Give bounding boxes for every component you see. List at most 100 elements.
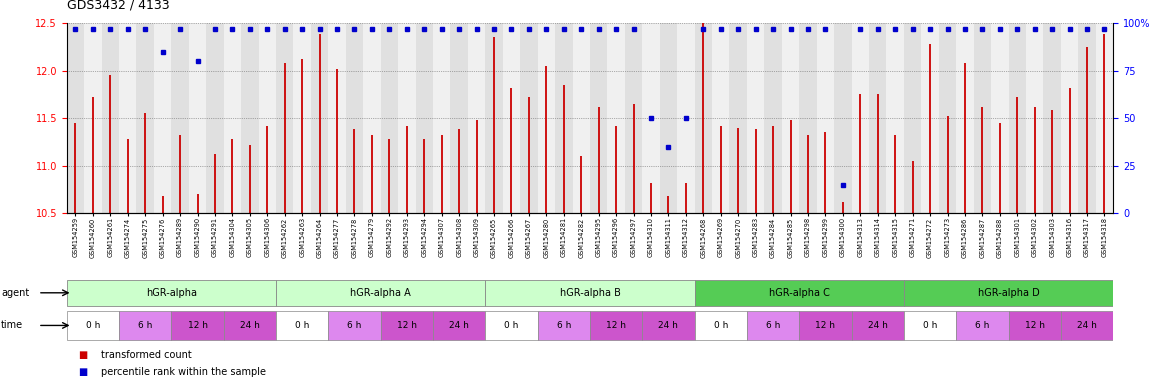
Text: 24 h: 24 h (240, 321, 260, 330)
Bar (799, 23, 816, 213)
Text: hGR-alpha D: hGR-alpha D (978, 288, 1040, 298)
Bar (381, 311, 432, 340)
Bar (748, 23, 765, 213)
Bar (293, 23, 310, 213)
Bar (223, 23, 241, 213)
Bar (276, 280, 485, 306)
Bar (1009, 311, 1060, 340)
Bar (904, 311, 957, 340)
Text: 6 h: 6 h (766, 321, 781, 330)
Bar (242, 23, 259, 213)
Bar (120, 23, 137, 213)
Bar (503, 23, 520, 213)
Text: 6 h: 6 h (975, 321, 989, 330)
Text: ■: ■ (78, 350, 87, 360)
Bar (84, 23, 101, 213)
Bar (381, 23, 398, 213)
Text: 12 h: 12 h (397, 321, 416, 330)
Bar (101, 23, 120, 213)
Text: hGR-alpha C: hGR-alpha C (769, 288, 829, 298)
Text: 0 h: 0 h (922, 321, 937, 330)
Bar (120, 311, 171, 340)
Bar (957, 311, 1009, 340)
Bar (276, 311, 329, 340)
Bar (573, 23, 590, 213)
Text: time: time (1, 320, 23, 331)
Text: 0 h: 0 h (504, 321, 519, 330)
Bar (748, 311, 799, 340)
Bar (346, 23, 363, 213)
Bar (206, 23, 223, 213)
Text: 24 h: 24 h (868, 321, 888, 330)
Text: hGR-alpha B: hGR-alpha B (560, 288, 620, 298)
Bar (991, 23, 1009, 213)
Bar (67, 280, 276, 306)
Bar (189, 23, 206, 213)
Bar (660, 23, 677, 213)
Bar (67, 23, 84, 213)
Bar (1060, 311, 1113, 340)
Bar (904, 280, 1113, 306)
Bar (154, 23, 171, 213)
Bar (415, 23, 434, 213)
Bar (1043, 23, 1060, 213)
Bar (904, 23, 921, 213)
Bar (1026, 23, 1043, 213)
Bar (695, 311, 748, 340)
Bar (432, 311, 485, 340)
Bar (765, 23, 782, 213)
Bar (520, 23, 538, 213)
Bar (363, 23, 381, 213)
Bar (851, 311, 904, 340)
Text: 24 h: 24 h (659, 321, 678, 330)
Bar (712, 23, 729, 213)
Bar (1096, 23, 1113, 213)
Bar (643, 311, 695, 340)
Text: 12 h: 12 h (606, 321, 626, 330)
Text: GDS3432 / 4133: GDS3432 / 4133 (67, 0, 169, 12)
Bar (782, 23, 799, 213)
Text: agent: agent (1, 288, 30, 298)
Text: transformed count: transformed count (101, 350, 192, 360)
Bar (485, 23, 503, 213)
Bar (590, 23, 607, 213)
Bar (1009, 23, 1026, 213)
Text: 0 h: 0 h (713, 321, 728, 330)
Bar (310, 23, 329, 213)
Bar (729, 23, 748, 213)
Bar (1060, 23, 1079, 213)
Text: 0 h: 0 h (86, 321, 100, 330)
Bar (1079, 23, 1096, 213)
Bar (695, 23, 712, 213)
Bar (67, 311, 120, 340)
Bar (816, 23, 834, 213)
Bar (921, 23, 938, 213)
Text: 24 h: 24 h (450, 321, 469, 330)
Text: 6 h: 6 h (138, 321, 152, 330)
Text: ■: ■ (78, 367, 87, 377)
Bar (137, 23, 154, 213)
Bar (451, 23, 468, 213)
Bar (223, 311, 276, 340)
Bar (538, 311, 590, 340)
Bar (538, 23, 555, 213)
Bar (171, 311, 224, 340)
Text: hGR-alpha: hGR-alpha (146, 288, 197, 298)
Bar (276, 23, 293, 213)
Bar (398, 23, 415, 213)
Bar (624, 23, 643, 213)
Bar (957, 23, 974, 213)
Bar (329, 23, 346, 213)
Bar (974, 23, 991, 213)
Bar (799, 311, 851, 340)
Bar (485, 280, 695, 306)
Bar (851, 23, 869, 213)
Bar (607, 23, 624, 213)
Text: 12 h: 12 h (815, 321, 835, 330)
Bar (938, 23, 957, 213)
Bar (695, 280, 904, 306)
Bar (329, 311, 381, 340)
Text: 6 h: 6 h (347, 321, 361, 330)
Bar (468, 23, 485, 213)
Bar (677, 23, 695, 213)
